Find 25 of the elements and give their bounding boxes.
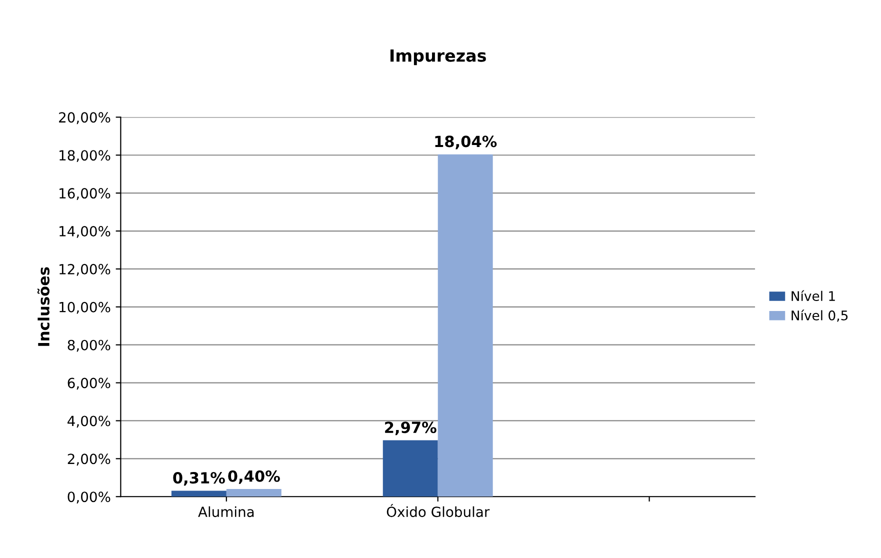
legend-label: Nível 1 [792, 290, 835, 302]
y-tick-label: 20,00% [59, 112, 110, 124]
y-axis-title: Inclusões [37, 267, 50, 346]
data-label: 0,31% [173, 472, 225, 486]
y-tick-label: 2,00% [68, 454, 110, 466]
y-tick-label: 14,00% [60, 226, 110, 238]
legend-label: Nível 0,5 [792, 310, 848, 322]
y-tick-label: 6,00% [68, 378, 110, 390]
x-tick-label: Alumina [198, 506, 254, 518]
bar [226, 489, 282, 497]
bar [382, 440, 438, 497]
y-tick-label: 8,00% [68, 340, 110, 352]
bar [171, 490, 226, 497]
data-label: 0,40% [228, 470, 280, 484]
y-tick-label: 16,00% [60, 188, 110, 200]
y-tick-label: 0,00% [68, 492, 110, 504]
bar [438, 154, 493, 497]
data-label: 2,97% [385, 422, 436, 436]
y-tick-label: 10,00% [60, 302, 110, 314]
chart-title: Impurezas [390, 49, 486, 66]
x-tick-label: Óxido Globular [386, 504, 490, 518]
y-tick-label: 12,00% [60, 264, 110, 276]
data-label: 18,04% [435, 136, 497, 150]
y-tick-label: 4,00% [68, 416, 110, 428]
y-tick-label: 18,00% [60, 150, 110, 162]
